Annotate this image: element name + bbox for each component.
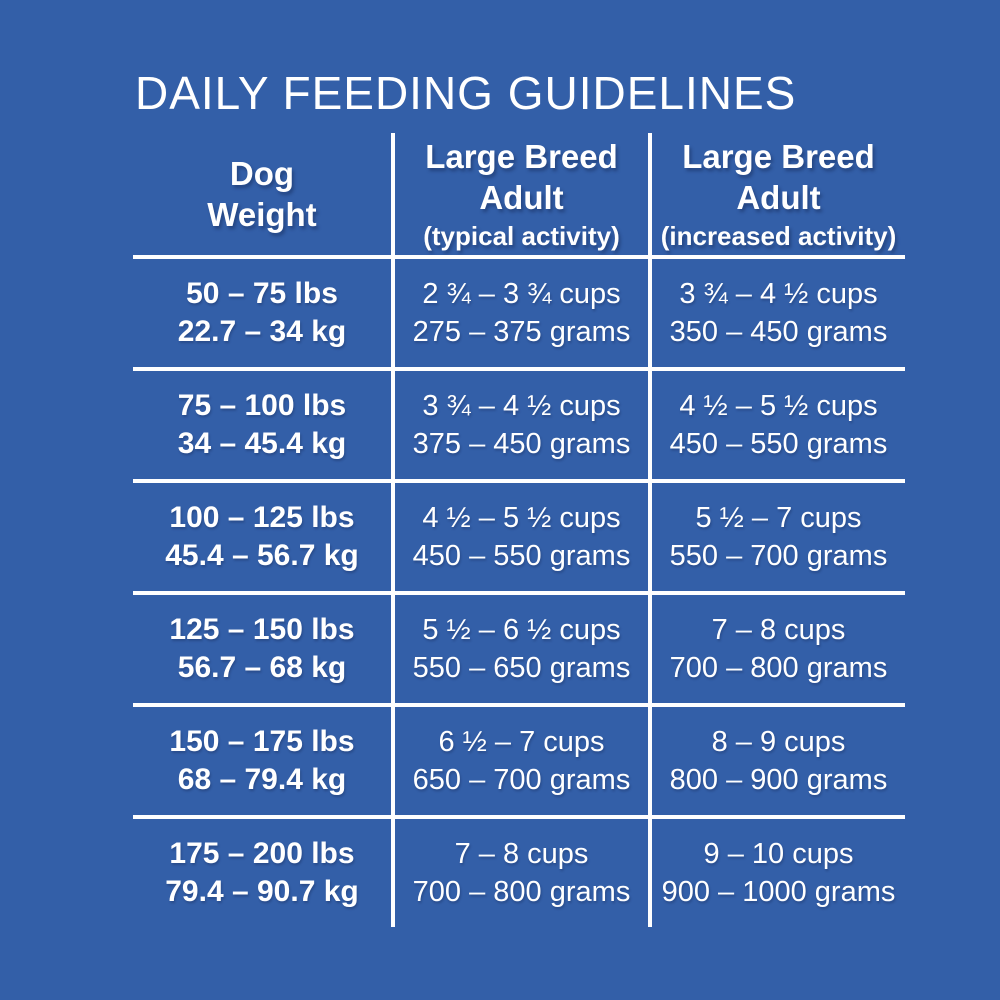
typical-grams: 700 – 800 grams (412, 876, 631, 908)
column-header-line2: Adult (736, 178, 821, 216)
table-row-increased-cell: 3 ¾ – 4 ½ cups 350 – 450 grams (648, 255, 905, 367)
weight-kg: 56.7 – 68 kg (177, 651, 347, 684)
column-header-typical-activity: Large Breed Adult (typical activity) (391, 133, 648, 255)
increased-cups: 7 – 8 cups (711, 614, 846, 646)
increased-cups: 4 ½ – 5 ½ cups (679, 390, 878, 422)
table-row-weight-cell: 100 – 125 lbs 45.4 – 56.7 kg (133, 479, 391, 591)
increased-cups: 5 ½ – 7 cups (695, 502, 862, 534)
increased-grams: 900 – 1000 grams (661, 876, 896, 908)
table-row-increased-cell: 8 – 9 cups 800 – 900 grams (648, 703, 905, 815)
increased-grams: 450 – 550 grams (669, 428, 888, 460)
weight-lbs: 150 – 175 lbs (169, 725, 355, 758)
typical-grams: 275 – 375 grams (412, 316, 631, 348)
feeding-table: Dog Weight Large Breed Adult (typical ac… (133, 133, 905, 927)
weight-kg: 22.7 – 34 kg (177, 315, 347, 348)
weight-kg: 79.4 – 90.7 kg (165, 875, 359, 908)
table-row-typical-cell: 2 ¾ – 3 ¾ cups 275 – 375 grams (391, 255, 648, 367)
typical-cups: 6 ½ – 7 cups (438, 726, 605, 758)
weight-kg: 45.4 – 56.7 kg (165, 539, 359, 572)
typical-cups: 2 ¾ – 3 ¾ cups (422, 278, 621, 310)
page-title: DAILY FEEDING GUIDELINES (135, 67, 797, 119)
typical-grams: 650 – 700 grams (412, 764, 631, 796)
table-row-weight-cell: 50 – 75 lbs 22.7 – 34 kg (133, 255, 391, 367)
column-header-sub: (increased activity) (660, 220, 897, 251)
weight-lbs: 175 – 200 lbs (169, 837, 355, 870)
increased-grams: 350 – 450 grams (669, 316, 888, 348)
table-row-increased-cell: 4 ½ – 5 ½ cups 450 – 550 grams (648, 367, 905, 479)
table-row-weight-cell: 150 – 175 lbs 68 – 79.4 kg (133, 703, 391, 815)
weight-lbs: 125 – 150 lbs (169, 613, 355, 646)
increased-cups: 8 – 9 cups (711, 726, 846, 758)
typical-grams: 550 – 650 grams (412, 652, 631, 684)
weight-lbs: 75 – 100 lbs (177, 389, 347, 422)
typical-cups: 4 ½ – 5 ½ cups (422, 502, 621, 534)
increased-cups: 9 – 10 cups (703, 838, 854, 870)
table-row-increased-cell: 5 ½ – 7 cups 550 – 700 grams (648, 479, 905, 591)
typical-cups: 3 ¾ – 4 ½ cups (422, 390, 621, 422)
table-row-weight-cell: 75 – 100 lbs 34 – 45.4 kg (133, 367, 391, 479)
table-row-weight-cell: 125 – 150 lbs 56.7 – 68 kg (133, 591, 391, 703)
table-row-typical-cell: 5 ½ – 6 ½ cups 550 – 650 grams (391, 591, 648, 703)
table-row-typical-cell: 6 ½ – 7 cups 650 – 700 grams (391, 703, 648, 815)
table-row-weight-cell: 175 – 200 lbs 79.4 – 90.7 kg (133, 815, 391, 927)
typical-grams: 450 – 550 grams (412, 540, 631, 572)
table-row-typical-cell: 3 ¾ – 4 ½ cups 375 – 450 grams (391, 367, 648, 479)
typical-cups: 7 – 8 cups (454, 838, 589, 870)
column-header-line1: Large Breed (682, 137, 875, 175)
column-header-line1: Dog (229, 155, 295, 192)
column-header-line1: Large Breed (425, 137, 618, 175)
table-row-typical-cell: 7 – 8 cups 700 – 800 grams (391, 815, 648, 927)
table-row-typical-cell: 4 ½ – 5 ½ cups 450 – 550 grams (391, 479, 648, 591)
weight-kg: 68 – 79.4 kg (177, 763, 347, 796)
weight-lbs: 100 – 125 lbs (169, 501, 355, 534)
typical-cups: 5 ½ – 6 ½ cups (422, 614, 621, 646)
increased-grams: 550 – 700 grams (669, 540, 888, 572)
table-row-increased-cell: 9 – 10 cups 900 – 1000 grams (648, 815, 905, 927)
increased-cups: 3 ¾ – 4 ½ cups (679, 278, 878, 310)
typical-grams: 375 – 450 grams (412, 428, 631, 460)
column-header-dog-weight: Dog Weight (133, 133, 391, 255)
weight-lbs: 50 – 75 lbs (186, 277, 338, 310)
column-header-increased-activity: Large Breed Adult (increased activity) (648, 133, 905, 255)
increased-grams: 800 – 900 grams (669, 764, 888, 796)
column-header-line2: Adult (479, 178, 564, 216)
table-row-increased-cell: 7 – 8 cups 700 – 800 grams (648, 591, 905, 703)
weight-kg: 34 – 45.4 kg (177, 427, 347, 460)
increased-grams: 700 – 800 grams (669, 652, 888, 684)
column-header-sub: (typical activity) (423, 220, 620, 251)
column-header-line2: Weight (207, 196, 317, 233)
